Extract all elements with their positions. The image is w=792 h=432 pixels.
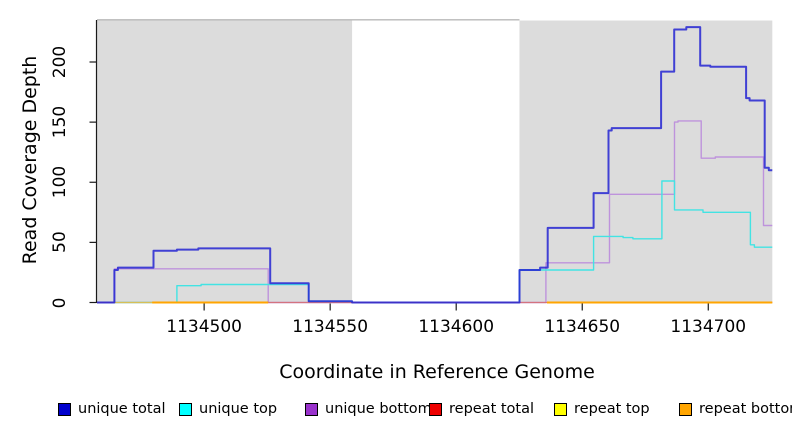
legend-label: repeat top [574, 401, 650, 417]
legend-label: repeat bottom [699, 401, 792, 417]
series-unique-total-line [97, 26, 773, 304]
x-axis-title: Coordinate in Reference Genome [279, 361, 595, 383]
legend-label: unique bottom [325, 401, 432, 417]
legend-swatch [429, 402, 442, 416]
legend-item-repeat-top: repeat top [554, 401, 650, 417]
legend-label: unique total [78, 401, 166, 417]
y-tick-label: 0 [50, 297, 70, 308]
legend-swatch [305, 402, 318, 416]
legend-swatch [554, 402, 567, 416]
legend-item-unique-bottom: unique bottom [305, 401, 432, 417]
series-unique-top-line [97, 180, 773, 304]
x-tick-label: 1134500 [166, 317, 242, 337]
x-tick-label: 1134700 [670, 317, 747, 337]
x-tick-label: 1134650 [544, 317, 621, 337]
shaded-region [97, 20, 353, 303]
legend-swatch [179, 402, 192, 416]
legend-swatch [679, 402, 692, 416]
y-tick-label: 200 [50, 45, 70, 79]
legend-label: repeat total [449, 401, 535, 417]
shaded-region [519, 20, 773, 303]
legend-item-unique-total: unique total [58, 401, 166, 417]
legend-item-unique-top: unique top [179, 401, 277, 417]
series-unique-bottom-line [97, 120, 773, 304]
legend-label: unique top [199, 401, 278, 417]
x-tick-label: 1134600 [418, 317, 495, 337]
legend-swatch [58, 402, 71, 416]
y-axis-title: Read Coverage Depth [19, 55, 41, 265]
legend-item-repeat-total: repeat total [429, 401, 534, 417]
y-tick-label: 100 [50, 166, 70, 199]
x-tick-label: 1134550 [292, 317, 369, 337]
y-tick-label: 50 [50, 231, 70, 254]
legend-item-repeat-bottom: repeat bottom [679, 401, 792, 417]
y-tick-label: 150 [50, 105, 70, 139]
